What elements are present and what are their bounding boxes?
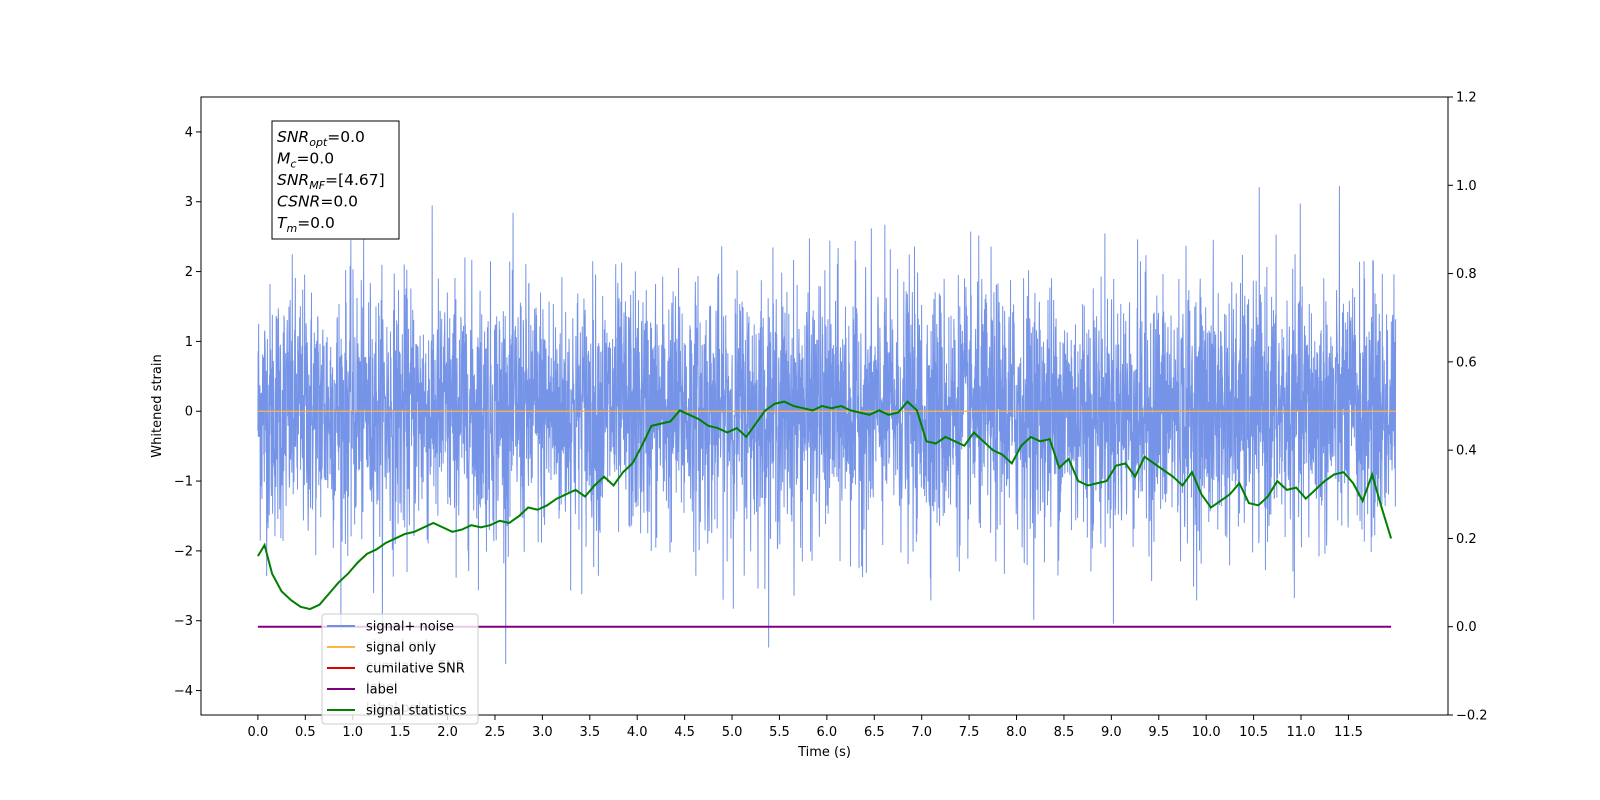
x-tick-label: 4.0 <box>627 725 648 740</box>
annotation-frame <box>271 120 400 240</box>
x-tick-label: 6.0 <box>817 725 838 740</box>
y-tick-label: −3 <box>174 614 193 629</box>
annotation-line: Tm=0.0 <box>277 214 335 235</box>
x-tick-label: 0.0 <box>248 725 269 740</box>
series-signal-statistics <box>257 400 1393 611</box>
x-tick-label: 2.5 <box>485 725 506 740</box>
y2-tick-label: 0.6 <box>1456 355 1477 370</box>
legend-hidden-label: label only <box>366 701 429 716</box>
x-tick-label: 1.5 <box>390 725 411 740</box>
x-tick-label: 0.5 <box>295 725 316 740</box>
legend-label: signal+ noise <box>366 620 454 635</box>
y-tick-label: 4 <box>185 125 193 140</box>
x-tick-label: 9.0 <box>1101 725 1122 740</box>
x-tick-label: 1.0 <box>342 725 363 740</box>
y-tick-label: −4 <box>174 684 193 699</box>
y2-tick-label: 1.0 <box>1456 179 1477 194</box>
legend-label: signal only <box>366 641 436 656</box>
legend-label: label <box>366 683 397 698</box>
x-tick-label: 8.0 <box>1006 725 1027 740</box>
series-signal-plus-noise <box>257 186 1397 664</box>
annotation-line: Mc=0.0 <box>277 150 334 171</box>
y-tick-label: 1 <box>185 335 193 350</box>
x-tick-label: 5.0 <box>722 725 743 740</box>
legend-hidden-label: signal only <box>366 638 436 653</box>
y-axis-label: Whitened strain <box>150 354 165 457</box>
y2-tick-label: 0.4 <box>1456 444 1477 459</box>
x-tick-label: 5.5 <box>769 725 790 740</box>
y2-tick-label: 0.2 <box>1456 532 1477 547</box>
y-tick-label: −1 <box>174 475 193 490</box>
y-tick-label: −2 <box>174 544 193 559</box>
x-tick-label: 11.5 <box>1334 725 1363 740</box>
x-tick-label: 3.5 <box>579 725 600 740</box>
annotation-line: CSNR=0.0 <box>277 193 358 211</box>
x-tick-label: 7.0 <box>911 725 932 740</box>
y2-tick-label: 1.2 <box>1456 91 1477 106</box>
legend-hidden-label: label <box>366 680 397 695</box>
x-tick-label: 10.5 <box>1239 725 1268 740</box>
x-tick-label: 9.5 <box>1148 725 1169 740</box>
x-tick-label: 7.5 <box>959 725 980 740</box>
x-tick-label: 6.5 <box>864 725 885 740</box>
y2-tick-label: 0.8 <box>1456 267 1477 282</box>
y-tick-label: 2 <box>185 265 193 280</box>
annotation-line: SNRMF=[4.67] <box>277 171 385 192</box>
legend: signal only cumilative SNR label label only… <box>321 613 479 725</box>
x-tick-label: 11.0 <box>1287 725 1316 740</box>
y-axis-left: −4 −3 −2 −1 0 1 2 3 4 <box>174 125 201 699</box>
axes-frame <box>200 96 1449 716</box>
x-tick-label: 8.5 <box>1054 725 1075 740</box>
x-tick-label: 4.5 <box>674 725 695 740</box>
y2-tick-label: −0.2 <box>1456 709 1488 724</box>
annotation-line: SNRopt=0.0 <box>277 128 365 149</box>
legend-hidden-label: cumilative SNR <box>366 659 465 674</box>
legend-label: cumilative SNR <box>366 662 465 677</box>
y-tick-label: 3 <box>185 195 193 210</box>
x-axis: 0.0 0.5 1.0 1.5 2.0 2.5 3.0 3.5 4.0 4.5 5.0 5.5 6.0 6… <box>248 715 1363 740</box>
y-axis-right: −0.2 0.0 0.2 0.4 0.6 0.8 1.0 1.2 <box>1448 91 1488 724</box>
x-tick-label: 10.0 <box>1192 725 1221 740</box>
legend-frame <box>321 613 479 725</box>
x-axis-label: Time (s) <box>797 745 851 760</box>
legend-label: signal statistics <box>366 704 467 719</box>
y2-tick-label: 0.0 <box>1456 620 1477 635</box>
x-tick-label: 2.0 <box>437 725 458 740</box>
y-tick-label: 0 <box>185 405 193 420</box>
x-tick-label: 3.0 <box>532 725 553 740</box>
